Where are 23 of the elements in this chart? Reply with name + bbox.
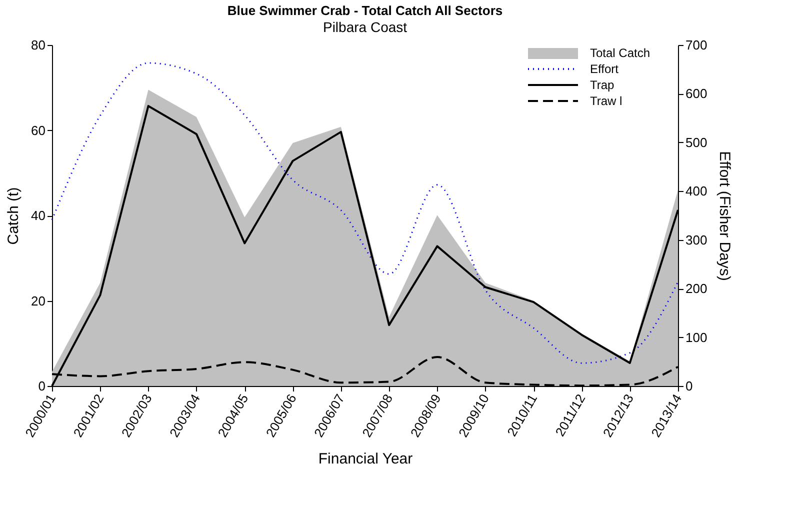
y2-axis-title: Effort (Fisher Days) (716, 151, 734, 281)
y2-tick-label: 400 (686, 184, 708, 199)
y2-tick-label: 200 (686, 281, 708, 296)
y2-tick-label: 300 (686, 232, 708, 248)
y-tick-label: 80 (31, 38, 46, 52)
legend-label: Trap (590, 78, 615, 92)
legend-label: Total Catch (590, 46, 650, 60)
y2-tick-label: 700 (686, 38, 708, 52)
y2-tick-label: 100 (686, 330, 708, 345)
y-tick-label: 20 (31, 293, 46, 308)
chart-subtitle: Pilbara Coast (322, 19, 408, 35)
y2-tick-label: 500 (686, 134, 708, 150)
legend-label: Effort (590, 62, 620, 76)
line-series (51, 62, 679, 364)
x-axis-title: Financial Year (318, 450, 413, 468)
y-tick-label: 0 (38, 378, 46, 394)
y2-tick-label: 0 (686, 378, 693, 394)
chart-title: Blue Swimmer Crab - Total Catch All Sectors (227, 3, 503, 18)
y2-tick-label: 600 (686, 86, 708, 102)
y-tick-label: 60 (31, 122, 46, 138)
legend-label: Traw l (590, 94, 622, 108)
y-axis-title: Catch (t) (5, 187, 22, 245)
y-tick-label: 40 (31, 208, 46, 223)
